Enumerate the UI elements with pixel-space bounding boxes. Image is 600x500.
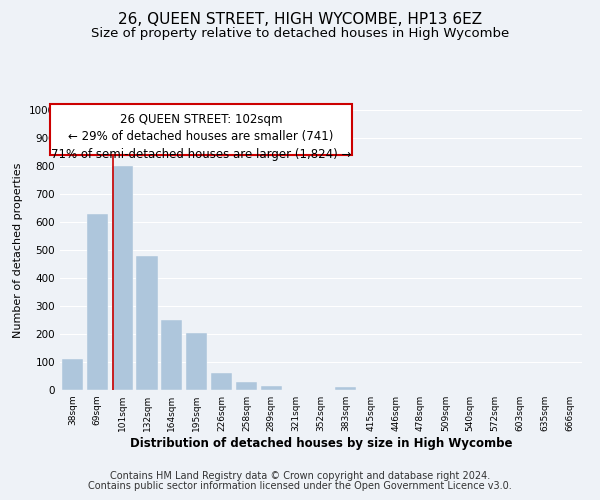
X-axis label: Distribution of detached houses by size in High Wycombe: Distribution of detached houses by size …: [130, 437, 512, 450]
Text: 71% of semi-detached houses are larger (1,824) →: 71% of semi-detached houses are larger (…: [51, 148, 351, 161]
Bar: [261, 386, 282, 390]
Bar: [186, 332, 207, 390]
Text: 26 QUEEN STREET: 102sqm: 26 QUEEN STREET: 102sqm: [119, 113, 282, 126]
Text: Size of property relative to detached houses in High Wycombe: Size of property relative to detached ho…: [91, 28, 509, 40]
Bar: [87, 214, 108, 390]
Y-axis label: Number of detached properties: Number of detached properties: [13, 162, 23, 338]
Bar: [112, 166, 133, 390]
Text: ← 29% of detached houses are smaller (741): ← 29% of detached houses are smaller (74…: [68, 130, 334, 142]
Bar: [161, 320, 182, 390]
Text: 26, QUEEN STREET, HIGH WYCOMBE, HP13 6EZ: 26, QUEEN STREET, HIGH WYCOMBE, HP13 6EZ: [118, 12, 482, 28]
Bar: [62, 359, 83, 390]
Bar: [136, 256, 158, 390]
Text: Contains HM Land Registry data © Crown copyright and database right 2024.: Contains HM Land Registry data © Crown c…: [110, 471, 490, 481]
Bar: [335, 387, 356, 390]
FancyBboxPatch shape: [50, 104, 352, 155]
Text: Contains public sector information licensed under the Open Government Licence v3: Contains public sector information licen…: [88, 481, 512, 491]
Bar: [211, 373, 232, 390]
Bar: [236, 382, 257, 390]
